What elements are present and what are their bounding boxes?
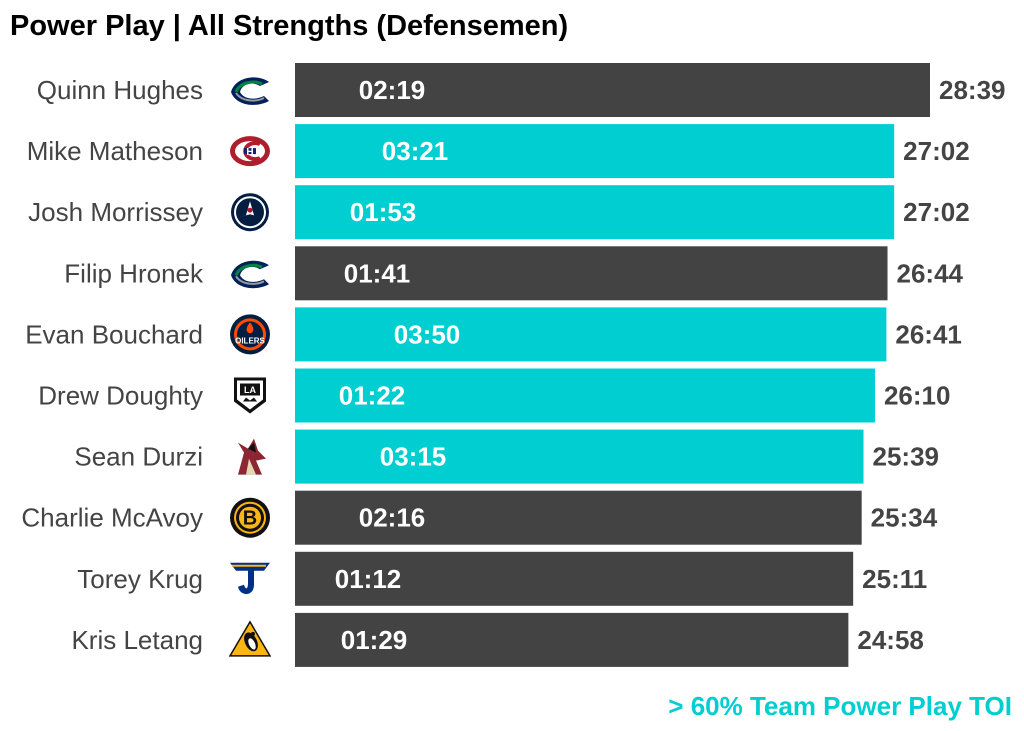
toi-total-label: 25:39 [873, 442, 940, 472]
bar [295, 429, 864, 484]
svg-text:OILERS: OILERS [235, 336, 265, 345]
player-name: Torey Krug [77, 564, 203, 594]
toi-total-label: 28:39 [939, 75, 1006, 105]
bar-row: Filip Hronek 01:41 26:44 [64, 246, 964, 301]
jets-logo-icon [231, 193, 269, 232]
coyotes-logo-icon [238, 438, 266, 475]
player-name: Josh Morrissey [28, 197, 203, 227]
bar [295, 307, 887, 362]
kings-logo-icon: LA [234, 377, 266, 414]
bar [295, 185, 895, 240]
pp-toi-label: 01:41 [344, 258, 411, 288]
bar [295, 124, 895, 179]
bar-row: Mike Matheson H 03:21 27:02 [27, 124, 970, 179]
player-name: Drew Doughty [38, 381, 203, 411]
bar-row: Evan Bouchard OILERS 03:50 26:41 [25, 307, 962, 362]
bar-row: Kris Letang 01:29 24:58 [71, 612, 924, 667]
bar-row: Sean Durzi 03:15 25:39 [74, 429, 940, 484]
player-name: Charlie McAvoy [21, 503, 203, 533]
svg-text:H: H [246, 147, 253, 158]
bar [295, 490, 862, 545]
bar [295, 612, 849, 667]
bar-row: Drew Doughty LA 01:22 26:10 [38, 368, 951, 423]
toi-total-label: 25:11 [862, 564, 927, 594]
pp-toi-label: 03:21 [382, 136, 449, 166]
bar-row: Charlie McAvoy B 02:16 25:34 [21, 490, 938, 545]
toi-total-label: 25:34 [871, 503, 938, 533]
pp-toi-label: 02:16 [359, 503, 426, 533]
player-name: Evan Bouchard [25, 319, 203, 349]
pp-toi-label: 01:53 [350, 197, 417, 227]
player-name: Quinn Hughes [37, 75, 203, 105]
bar-row: Josh Morrissey 01:53 27:02 [28, 185, 970, 240]
toi-total-label: 27:02 [903, 136, 970, 166]
svg-text:B: B [243, 508, 257, 530]
toi-total-label: 26:10 [884, 381, 951, 411]
chart-title: Power Play | All Strengths (Defensemen) [10, 10, 568, 42]
canadiens-logo-icon: H [230, 136, 270, 167]
bar [295, 63, 930, 117]
toi-total-label: 26:41 [895, 319, 962, 349]
legend-note: > 60% Team Power Play TOI [668, 691, 1012, 721]
toi-total-label: 26:44 [897, 258, 964, 288]
bar [295, 551, 854, 606]
svg-text:LA: LA [244, 385, 256, 395]
pp-toi-label: 01:12 [335, 564, 402, 594]
canucks-logo-icon [231, 77, 269, 105]
canucks-logo-icon [231, 260, 269, 289]
bar [295, 368, 875, 423]
pp-toi-label: 01:22 [339, 381, 406, 411]
blues-logo-icon [230, 562, 270, 595]
pp-toi-label: 01:29 [341, 625, 408, 655]
bar-row: Torey Krug 01:12 25:11 [77, 551, 927, 606]
bar-rows: Quinn Hughes 02:19 28:39 Mike Matheson H 03:2… [21, 63, 1006, 667]
player-name: Sean Durzi [74, 442, 203, 472]
bar [295, 246, 888, 301]
pp-toi-label: 02:19 [359, 75, 426, 105]
player-name: Kris Letang [71, 625, 203, 655]
player-name: Filip Hronek [64, 258, 204, 288]
toi-total-label: 24:58 [857, 625, 924, 655]
penguins-logo-icon [228, 620, 272, 657]
pp-toi-label: 03:15 [380, 442, 447, 472]
pp-toi-label: 03:50 [394, 319, 461, 349]
toi-total-label: 27:02 [903, 197, 970, 227]
oilers-logo-icon: OILERS [230, 314, 270, 355]
bruins-logo-icon: B [230, 497, 270, 538]
bar-row: Quinn Hughes 02:19 28:39 [37, 63, 1006, 117]
player-name: Mike Matheson [27, 136, 203, 166]
